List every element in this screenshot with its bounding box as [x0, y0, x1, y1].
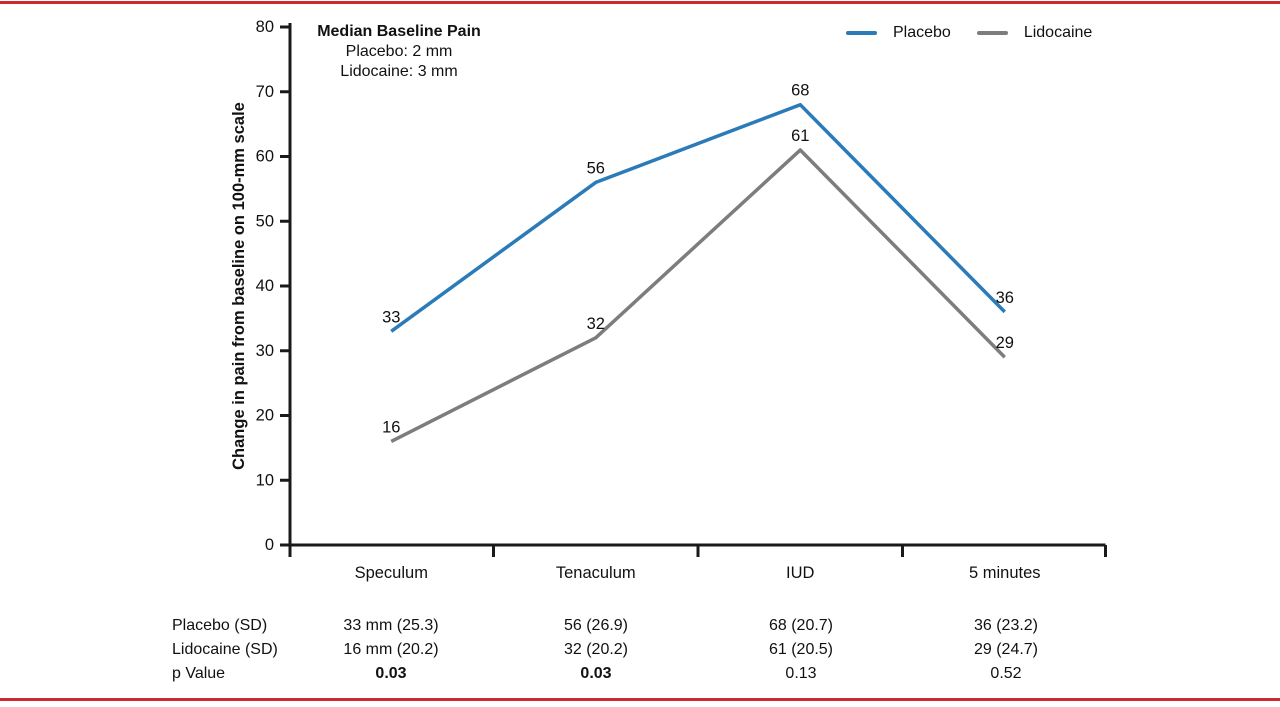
point-label: 16: [382, 418, 400, 436]
y-tick-label: 40: [256, 277, 274, 295]
bottom-red-rule: [0, 698, 1280, 701]
table-cell: 56 (26.9): [563, 617, 629, 634]
legend-label-lidocaine: Lidocaine: [1023, 24, 1093, 41]
y-tick-label: 60: [256, 148, 274, 166]
point-label: 68: [791, 82, 809, 100]
x-category-label: 5 minutes: [969, 564, 1041, 582]
series-line-placebo: [390, 102, 1006, 333]
y-tick-label: 0: [265, 536, 274, 554]
lidocaine-line-swatch: [976, 31, 1008, 35]
table-row-label: Placebo (SD): [172, 617, 268, 634]
point-label: 36: [996, 289, 1014, 307]
baseline-pain-annotation: Median Baseline Pain Placebo: 2 mm Lidoc…: [296, 22, 502, 82]
table-cell: 68 (20.7): [768, 617, 834, 634]
annotation-title: Median Baseline Pain: [317, 23, 481, 40]
y-tick-label: 10: [256, 471, 274, 489]
table-cell: 61 (20.5): [768, 641, 834, 658]
series-line-lidocaine: [390, 148, 1006, 443]
legend-item-lidocaine: Lidocaine: [976, 24, 1093, 42]
table-cell: 33 mm (25.3): [343, 617, 439, 634]
x-category-label: Tenaculum: [556, 564, 636, 582]
x-category-label: Speculum: [355, 564, 428, 582]
top-red-rule: [0, 1, 1280, 4]
table-cell: 29 (24.7): [973, 641, 1039, 658]
table-cell: 36 (23.2): [973, 617, 1039, 634]
point-label: 56: [587, 159, 605, 177]
table-cell: 32 (20.2): [563, 641, 629, 658]
legend-label-placebo: Placebo: [893, 24, 951, 41]
table-cell: 0.52: [990, 665, 1022, 682]
y-tick-label: 20: [256, 407, 274, 425]
table-cell: 0.03: [580, 665, 612, 682]
y-axis-title: Change in pain from baseline on 100-mm s…: [230, 102, 248, 470]
placebo-line-swatch: [846, 31, 877, 35]
table-row-label: p Value: [172, 665, 226, 682]
table-row-label: Lidocaine (SD): [172, 641, 278, 658]
point-label: 29: [996, 334, 1014, 352]
point-label: 32: [587, 315, 605, 333]
annotation-line-lidocaine: Lidocaine: 3 mm: [340, 63, 458, 80]
annotation-line-placebo: Placebo: 2 mm: [345, 43, 453, 60]
y-tick-label: 30: [256, 342, 274, 360]
table-cell: 16 mm (20.2): [343, 641, 439, 658]
legend-item-placebo: Placebo: [846, 24, 951, 42]
y-tick-label: 80: [256, 18, 274, 36]
point-label: 61: [791, 127, 809, 145]
x-category-label: IUD: [786, 564, 815, 582]
point-label: 33: [382, 308, 400, 326]
table-cell: 0.03: [375, 665, 407, 682]
legend: Placebo Lidocaine: [846, 24, 1092, 42]
table-cell: 0.13: [785, 665, 817, 682]
y-tick-label: 50: [256, 212, 274, 230]
y-tick-label: 70: [256, 83, 274, 101]
